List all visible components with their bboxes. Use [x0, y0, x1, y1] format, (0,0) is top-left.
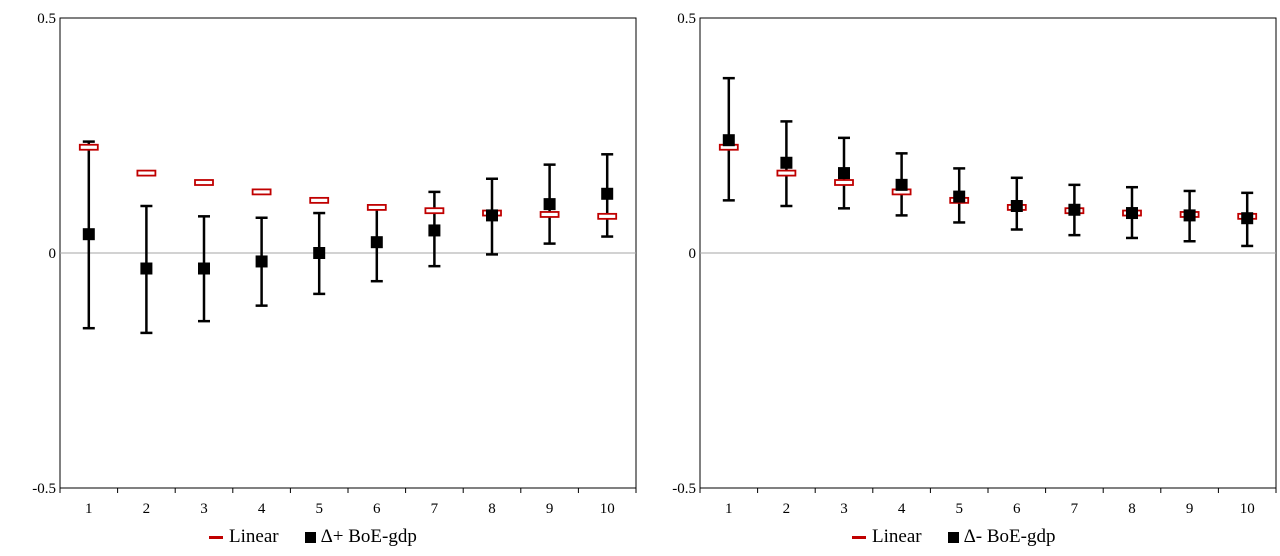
linear-marker	[78, 143, 99, 151]
x-tick-label: 10	[1240, 501, 1255, 517]
legend-right: Linear Δ- BoE-gdp	[852, 526, 1055, 548]
y-tick-label: 0	[689, 246, 697, 262]
x-tick-label: 2	[143, 501, 151, 517]
series-point	[1010, 200, 1023, 212]
series-point	[370, 236, 383, 249]
linear-marker	[424, 207, 445, 215]
series-point	[1126, 207, 1138, 220]
y-tick-label: -0.5	[32, 481, 56, 497]
legend-series-label: Δ+ BoE-gdp	[320, 526, 417, 547]
series-point	[722, 134, 735, 147]
series-point	[543, 198, 556, 211]
x-tick-label: 3	[200, 501, 208, 517]
series-point	[82, 228, 95, 241]
series-point	[1068, 203, 1081, 216]
chart-left: 0.5 0 -0.5 1 2 3 4 5 6 7 8 9 10 Linear Δ+ BoE-gdp	[32, 11, 637, 548]
x-tick-label: 1	[85, 501, 93, 517]
x-tick-label: 5	[315, 501, 323, 517]
series-point	[198, 262, 210, 275]
x-tick-label: 5	[955, 501, 963, 517]
series-point	[255, 255, 268, 268]
linear-marker	[834, 179, 854, 186]
x-tick-label: 2	[783, 501, 791, 517]
series-point	[895, 178, 908, 191]
x-tick-label: 1	[725, 501, 733, 517]
series-point	[1241, 212, 1254, 225]
y-tick-label: 0	[49, 246, 57, 262]
legend-left: Linear Δ+ BoE-gdp	[209, 526, 417, 548]
legend-linear-swatch	[209, 535, 223, 539]
y-tick-label: 0.5	[37, 11, 56, 27]
y-tick-label: -0.5	[672, 481, 696, 497]
linear-marker	[136, 169, 157, 177]
chart-right-svg: 0.5 0 -0.5 1 2 3 4 5 6 7 8 9 10	[672, 11, 1277, 517]
chart-right: 0.5 0 -0.5 1 2 3 4 5 6 7 8 9 10 Linear Δ- BoE-gdp	[640, 0, 1280, 556]
legend-series-swatch	[304, 531, 316, 543]
x-tick-label: 8	[488, 501, 496, 517]
x-tick-label: 9	[546, 501, 554, 517]
linear-marker	[366, 204, 387, 211]
linear-marker	[251, 188, 272, 196]
series-point	[313, 247, 326, 259]
x-tick-label: 3	[840, 501, 848, 517]
x-tick-label: 10	[600, 501, 615, 517]
chart-left-svg: 0.5 0 -0.5 1 2 3 4 5 6 7 8 9 10	[32, 11, 637, 517]
series-point	[140, 262, 153, 275]
series-point	[953, 190, 966, 203]
linear-marker	[194, 179, 214, 186]
x-tick-label: 6	[1013, 501, 1021, 517]
x-tick-label: 7	[431, 501, 439, 517]
linear-marker	[597, 212, 618, 220]
y-tick-label: 0.5	[677, 11, 696, 27]
linear-marker	[309, 196, 330, 204]
series-point	[486, 209, 498, 222]
x-tick-label: 4	[898, 501, 906, 517]
series-point	[838, 167, 850, 180]
series-point	[780, 156, 793, 169]
legend-linear-label: Linear	[872, 526, 922, 547]
linear-marker	[776, 169, 797, 177]
linear-marker	[539, 211, 560, 218]
x-tick-label: 7	[1071, 501, 1079, 517]
x-tick-label: 6	[373, 501, 381, 517]
series-point	[1183, 209, 1196, 222]
legend-series-label: Δ- BoE-gdp	[963, 526, 1056, 547]
x-tick-label: 4	[258, 501, 266, 517]
legend-linear-swatch	[852, 535, 866, 539]
x-tick-label: 9	[1186, 501, 1194, 517]
x-tick-label: 8	[1128, 501, 1136, 517]
series-point	[428, 224, 441, 237]
legend-series-swatch	[947, 531, 959, 543]
legend-linear-label: Linear	[229, 526, 279, 547]
series-point	[601, 187, 614, 200]
